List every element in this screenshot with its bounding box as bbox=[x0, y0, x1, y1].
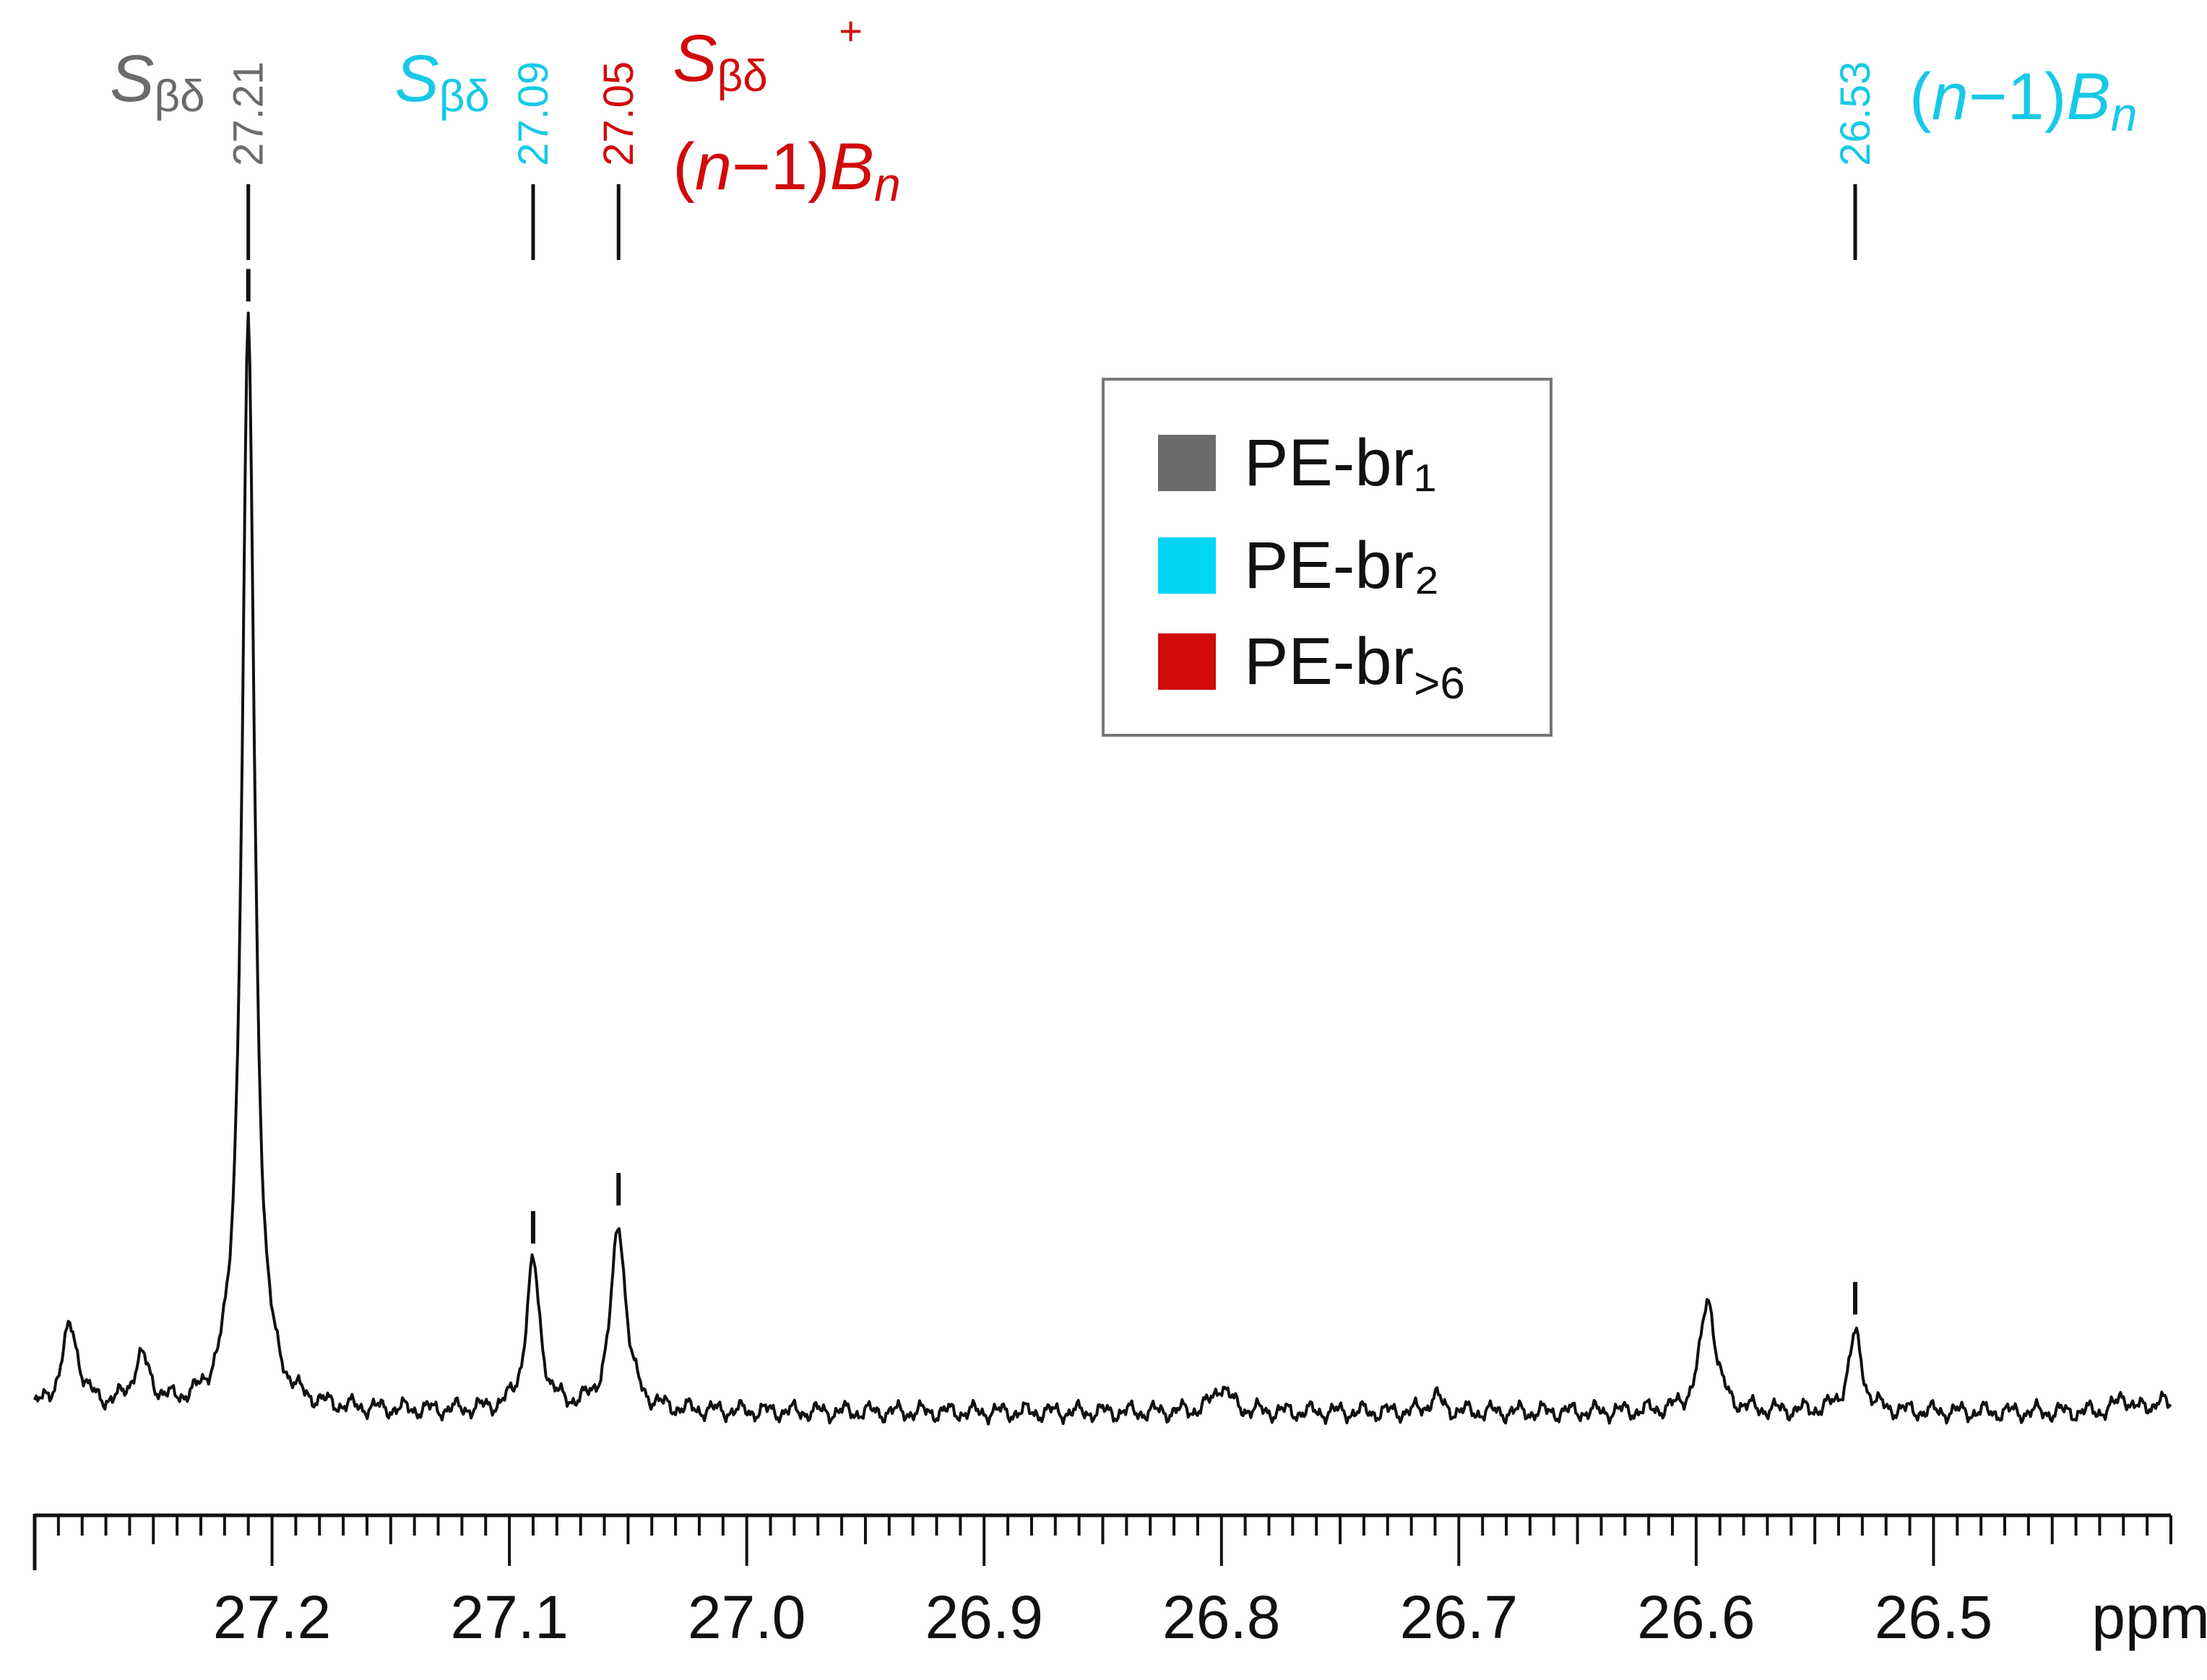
legend-label: PE-br₁ bbox=[1244, 426, 1436, 500]
x-axis: 27.2 27.1 27.0 26.9 26.8 26.7 26.6 26.5 ppm bbox=[33, 1513, 2207, 1651]
x-tick-label: 26.8 bbox=[1162, 1583, 1281, 1651]
x-tick-label: 26.7 bbox=[1400, 1583, 1519, 1651]
peak-assignment-label: Sβδ bbox=[394, 42, 490, 121]
x-tick-label: 27.0 bbox=[688, 1583, 806, 1651]
peak-assignment-plus: + bbox=[839, 8, 863, 53]
peak-assignment-label: Sβδ bbox=[673, 22, 768, 101]
spectrum-line bbox=[33, 311, 2172, 1426]
peak-assignment-label: Sβδ bbox=[110, 42, 205, 121]
x-tick-label: 26.6 bbox=[1637, 1583, 1755, 1651]
peak-assignment-label: (n−1)Bn bbox=[673, 130, 900, 211]
peak-shift-label: 27.05 bbox=[595, 61, 642, 166]
x-tick-label: 26.9 bbox=[925, 1583, 1043, 1651]
peak-annotations: 27.21 Sβδ 27.09 Sβδ 27.05 Sβδ + (n−1)Bn 26.53 (n−… bbox=[110, 8, 2137, 1315]
x-tick-label: 26.5 bbox=[1875, 1583, 1993, 1651]
peak-shift-label: 27.21 bbox=[225, 61, 272, 166]
x-tick-label: 27.1 bbox=[450, 1583, 569, 1651]
x-axis-label: ppm bbox=[2091, 1583, 2207, 1651]
peak-assignment-label: (n−1)Bn bbox=[1909, 60, 2137, 141]
legend-swatch bbox=[1158, 633, 1216, 690]
legend-swatch bbox=[1158, 537, 1216, 594]
legend-label: PE-br>6 bbox=[1244, 625, 1465, 709]
peak-shift-label: 26.53 bbox=[1832, 61, 1879, 166]
legend: PE-br₁ PE-br₂ PE-br>6 bbox=[1102, 378, 1552, 737]
plot-area bbox=[33, 311, 2172, 1426]
legend-swatch bbox=[1158, 435, 1216, 491]
legend-label: PE-br₂ bbox=[1244, 529, 1440, 602]
x-tick-label: 27.2 bbox=[213, 1583, 332, 1651]
peak-shift-label: 27.09 bbox=[510, 61, 557, 166]
